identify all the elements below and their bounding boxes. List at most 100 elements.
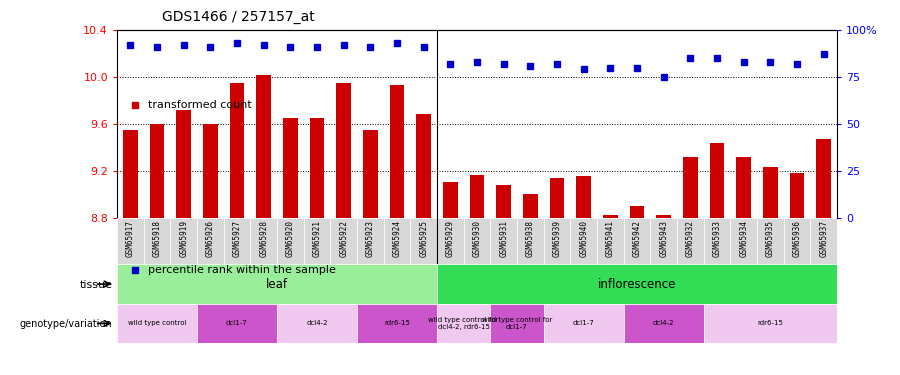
Text: GSM65942: GSM65942 xyxy=(633,220,642,257)
Bar xyxy=(277,217,303,264)
Bar xyxy=(784,217,810,264)
Text: rdr6-15: rdr6-15 xyxy=(384,320,410,326)
Bar xyxy=(123,130,138,218)
Bar xyxy=(576,177,591,218)
Text: dcl4-2: dcl4-2 xyxy=(306,320,328,326)
Bar xyxy=(464,217,490,264)
Bar xyxy=(816,139,831,218)
Text: dcl1-7: dcl1-7 xyxy=(572,320,595,326)
Bar xyxy=(656,215,671,217)
Text: transformed count: transformed count xyxy=(148,100,252,110)
Bar xyxy=(437,304,490,343)
Text: percentile rank within the sample: percentile rank within the sample xyxy=(148,265,337,275)
Bar xyxy=(144,217,170,264)
Text: GSM65926: GSM65926 xyxy=(206,220,215,257)
Text: GSM65918: GSM65918 xyxy=(152,220,161,257)
Bar xyxy=(491,217,517,264)
Bar xyxy=(789,173,805,217)
Bar xyxy=(417,114,431,218)
Bar xyxy=(390,85,404,218)
Bar xyxy=(710,142,724,218)
Text: GSM65936: GSM65936 xyxy=(793,220,802,257)
Bar xyxy=(704,304,837,343)
Text: wild type control for
dcl1-7: wild type control for dcl1-7 xyxy=(482,317,553,330)
Bar xyxy=(330,217,357,264)
Bar xyxy=(230,83,244,218)
Bar xyxy=(683,157,698,218)
Bar xyxy=(624,304,704,343)
Text: GSM65943: GSM65943 xyxy=(659,220,668,257)
Bar xyxy=(117,264,437,304)
Text: GSM65922: GSM65922 xyxy=(339,220,348,257)
Text: GSM65919: GSM65919 xyxy=(179,220,188,257)
Bar xyxy=(517,217,544,264)
Bar xyxy=(597,217,624,264)
Text: GSM65929: GSM65929 xyxy=(446,220,454,257)
Bar xyxy=(470,176,484,217)
Bar xyxy=(603,215,617,217)
Bar xyxy=(203,124,218,218)
Bar xyxy=(523,194,537,217)
Bar xyxy=(410,217,437,264)
Text: GSM65921: GSM65921 xyxy=(312,220,321,257)
Bar xyxy=(337,83,351,218)
Bar xyxy=(736,157,751,218)
Bar xyxy=(677,217,704,264)
Bar xyxy=(224,217,250,264)
Text: dcl4-2: dcl4-2 xyxy=(652,320,674,326)
Text: GSM65931: GSM65931 xyxy=(500,220,508,257)
Bar xyxy=(763,167,778,217)
Bar xyxy=(357,304,437,343)
Bar xyxy=(256,75,271,217)
Bar xyxy=(704,217,730,264)
Text: GSM65923: GSM65923 xyxy=(365,220,374,257)
Text: leaf: leaf xyxy=(266,278,288,291)
Text: GSM65933: GSM65933 xyxy=(713,220,722,257)
Text: wild type control: wild type control xyxy=(128,320,186,326)
Text: GSM65939: GSM65939 xyxy=(553,220,562,257)
Bar xyxy=(544,217,571,264)
Bar xyxy=(496,185,511,218)
Bar xyxy=(277,304,357,343)
Bar xyxy=(197,217,224,264)
Text: rdr6-15: rdr6-15 xyxy=(758,320,783,326)
Text: GSM65935: GSM65935 xyxy=(766,220,775,257)
Bar xyxy=(149,124,165,218)
Bar xyxy=(630,206,644,218)
Text: GSM65941: GSM65941 xyxy=(606,220,615,257)
Bar xyxy=(363,130,378,218)
Text: inflorescence: inflorescence xyxy=(598,278,676,291)
Text: GSM65937: GSM65937 xyxy=(819,220,828,257)
Text: GSM65920: GSM65920 xyxy=(286,220,295,257)
Bar xyxy=(437,217,464,264)
Text: GSM65930: GSM65930 xyxy=(472,220,482,257)
Bar xyxy=(437,264,837,304)
Bar xyxy=(443,182,458,218)
Bar xyxy=(550,178,564,218)
Bar xyxy=(117,217,144,264)
Bar xyxy=(250,217,277,264)
Bar xyxy=(491,304,544,343)
Bar xyxy=(571,217,597,264)
Bar xyxy=(176,110,191,218)
Bar xyxy=(651,217,677,264)
Bar xyxy=(757,217,784,264)
Bar xyxy=(624,217,651,264)
Bar xyxy=(810,217,837,264)
Text: GDS1466 / 257157_at: GDS1466 / 257157_at xyxy=(162,10,315,24)
Text: GSM65924: GSM65924 xyxy=(392,220,401,257)
Bar xyxy=(383,217,410,264)
Bar xyxy=(310,118,324,218)
Bar xyxy=(170,217,197,264)
Text: GSM65932: GSM65932 xyxy=(686,220,695,257)
Bar xyxy=(303,217,330,264)
Text: GSM65927: GSM65927 xyxy=(232,220,241,257)
Bar xyxy=(117,304,197,343)
Bar xyxy=(730,217,757,264)
Bar xyxy=(197,304,277,343)
Bar xyxy=(283,118,298,218)
Text: genotype/variation: genotype/variation xyxy=(20,320,112,329)
Text: GSM65938: GSM65938 xyxy=(526,220,535,257)
Bar xyxy=(357,217,383,264)
Text: GSM65934: GSM65934 xyxy=(739,220,748,257)
